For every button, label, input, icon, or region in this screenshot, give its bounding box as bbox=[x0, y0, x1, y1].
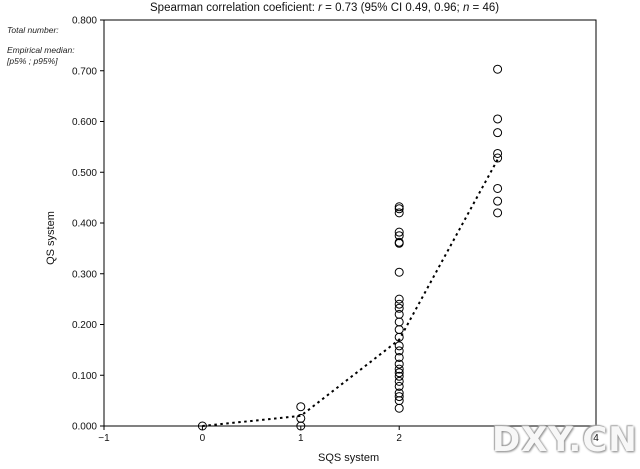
y-tick-label: 0.400 bbox=[72, 219, 97, 230]
x-tick-label: 1 bbox=[298, 433, 304, 444]
title-part-2: = 0.73 (95% CI 0.49, 0.96; bbox=[321, 2, 463, 14]
data-point bbox=[493, 128, 503, 138]
data-point bbox=[493, 208, 503, 218]
x-axis-title: SQS system bbox=[318, 452, 380, 464]
data-point bbox=[394, 231, 404, 241]
y-tick-label: 0.100 bbox=[72, 371, 97, 382]
y-axis: 0.000 0.100 0.200 0.300 0.400 0.500 0.600 0.700… bbox=[72, 16, 104, 433]
x-tick-label: 3 bbox=[495, 433, 501, 444]
scatter-points bbox=[197, 64, 503, 431]
y-tick-label: 0.200 bbox=[72, 320, 97, 331]
y-tick-label: 0.600 bbox=[72, 117, 97, 128]
data-point bbox=[394, 303, 404, 313]
data-point bbox=[394, 371, 404, 381]
median-line bbox=[202, 159, 499, 427]
data-point bbox=[394, 346, 404, 356]
percentile-note: [p5% ; p95%] bbox=[7, 56, 58, 66]
x-tick-label: 4 bbox=[593, 433, 599, 444]
data-point bbox=[394, 309, 404, 319]
data-point bbox=[493, 114, 503, 124]
data-point bbox=[197, 421, 207, 431]
x-tick-label: 2 bbox=[396, 433, 402, 444]
data-point bbox=[394, 237, 404, 247]
data-point bbox=[394, 392, 404, 402]
title-part-3: = 46) bbox=[469, 2, 500, 14]
plot-frame bbox=[103, 19, 597, 427]
data-point bbox=[394, 325, 404, 335]
data-point bbox=[394, 317, 404, 327]
title-part-1: Spearman correlation coeficient: bbox=[150, 2, 319, 14]
y-axis-title: QS system bbox=[44, 211, 57, 265]
data-point bbox=[296, 402, 306, 412]
data-point bbox=[394, 368, 404, 378]
data-point bbox=[394, 376, 404, 386]
y-tick-label: 0.700 bbox=[72, 66, 97, 77]
data-point bbox=[394, 403, 404, 413]
y-tick-label: 0.800 bbox=[72, 16, 97, 27]
data-point bbox=[493, 153, 503, 163]
x-tick-label: 0 bbox=[200, 433, 206, 444]
y-tick-label: 0.300 bbox=[72, 269, 97, 280]
data-point bbox=[493, 183, 503, 193]
data-point bbox=[493, 64, 503, 74]
data-point bbox=[394, 202, 404, 212]
total-number-note: Total number: bbox=[7, 25, 59, 35]
data-point bbox=[394, 227, 404, 237]
empirical-median-note: Empirical median: bbox=[7, 45, 75, 55]
data-point bbox=[394, 352, 404, 362]
title-n-symbol: n bbox=[462, 2, 470, 14]
x-axis: −1 0 1 2 3 4 bbox=[98, 426, 599, 444]
data-point bbox=[394, 381, 404, 391]
data-point bbox=[394, 341, 404, 351]
data-point bbox=[493, 148, 503, 158]
x-tick-label: −1 bbox=[98, 433, 110, 444]
watermark: DXY.CN bbox=[492, 420, 638, 460]
data-point bbox=[296, 413, 306, 423]
data-point bbox=[394, 359, 404, 369]
data-point bbox=[394, 364, 404, 374]
y-tick-label: 0.500 bbox=[72, 168, 97, 179]
chart-title: Spearman correlation coeficient: r = 0.7… bbox=[150, 2, 570, 14]
data-point bbox=[394, 267, 404, 277]
data-point bbox=[394, 388, 404, 398]
y-tick-label: 0.000 bbox=[72, 422, 97, 433]
title-r-symbol: r bbox=[318, 2, 322, 14]
data-point bbox=[394, 294, 404, 304]
data-point bbox=[394, 299, 404, 309]
data-point bbox=[394, 208, 404, 218]
data-point bbox=[493, 196, 503, 206]
